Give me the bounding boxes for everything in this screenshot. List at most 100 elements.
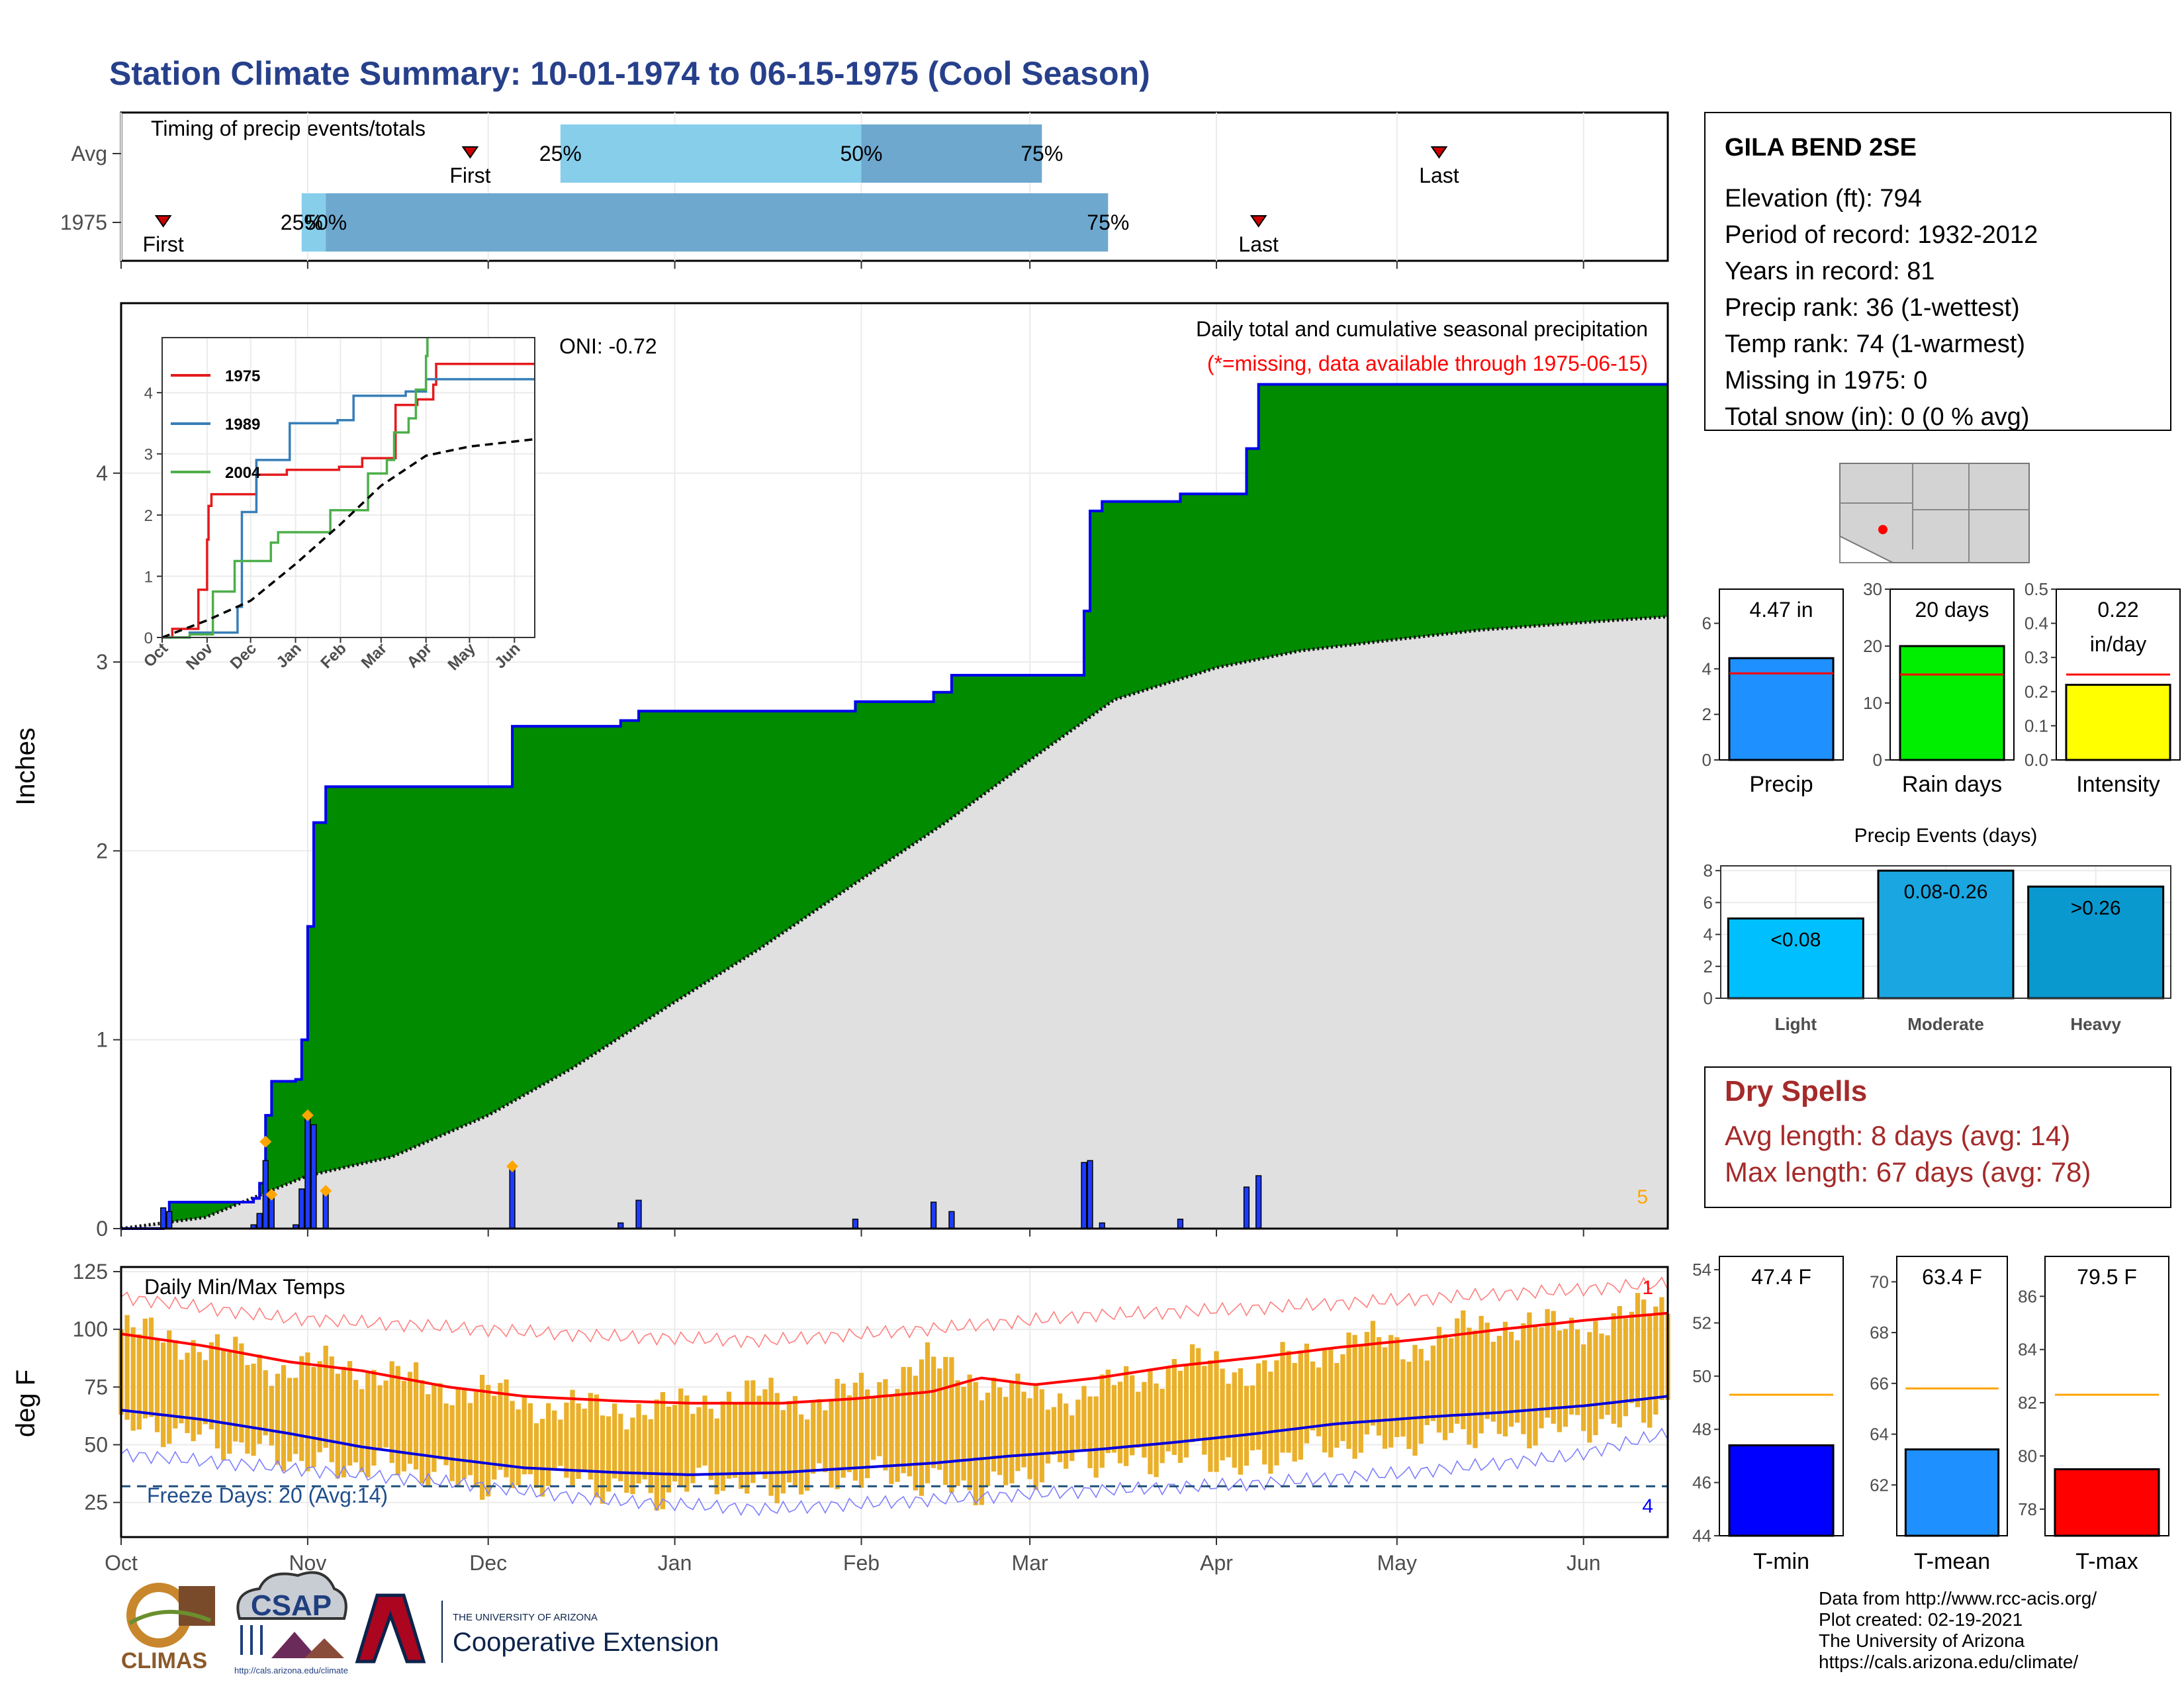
daily-temp-bar	[353, 1380, 359, 1463]
daily-temp-bar	[1557, 1330, 1562, 1432]
timing-50-75-bar	[861, 124, 1042, 183]
daily-temp-bar	[943, 1356, 948, 1485]
month-x-tick: Apr	[1200, 1551, 1233, 1575]
precip-y-tick: 0	[96, 1217, 108, 1241]
summary-y-tick: 30	[1863, 579, 1882, 599]
daily-temp-bar	[1364, 1332, 1369, 1434]
daily-temp-bar	[666, 1406, 672, 1493]
daily-temp-bar	[1502, 1321, 1508, 1436]
daily-temp-bar	[1310, 1361, 1316, 1430]
daily-temp-bar	[1515, 1340, 1520, 1423]
event-bar	[2027, 885, 2165, 1000]
timing-p25-label: 25%	[539, 142, 582, 165]
daily-temp-bar	[846, 1395, 852, 1472]
month-x-tick: Nov	[289, 1551, 326, 1575]
daily-temp-bar	[985, 1392, 991, 1486]
daily-temp-bar	[991, 1377, 997, 1472]
dry-spells-title: Dry Spells	[1725, 1075, 1867, 1107]
daily-temp-bar	[167, 1330, 172, 1444]
summary-y-tick: 70	[1870, 1272, 1889, 1291]
daily-temp-bar	[1262, 1360, 1267, 1465]
csap-url: http://cals.arizona.edu/climate	[234, 1665, 348, 1675]
summary-y-tick: 48	[1692, 1419, 1711, 1439]
daily-temp-bar	[263, 1370, 268, 1436]
daily-temp-bar	[341, 1366, 347, 1477]
summary-y-tick: 6	[1702, 614, 1711, 633]
precip-flag-point	[320, 1184, 332, 1197]
summary-bar-panel: 44 46 48 50 52 54 47.4 F T-min	[1692, 1256, 1844, 1574]
daily-precip-bar	[310, 1124, 317, 1229]
station-info-line: Period of record: 1932-2012	[1725, 221, 2038, 249]
daily-precip-bar	[160, 1207, 167, 1229]
daily-temp-bar	[979, 1400, 984, 1505]
daily-temp-bar	[161, 1342, 166, 1448]
daily-temp-bar	[317, 1361, 322, 1452]
dry-spells-box: Dry Spells Avg length: 8 days (avg: 14) …	[1704, 1066, 2171, 1208]
month-x-tick: Mar	[1012, 1551, 1048, 1575]
daily-temp-bar	[997, 1387, 1003, 1476]
event-bar-label: >0.26	[2071, 897, 2121, 919]
daily-temp-bar	[624, 1429, 629, 1493]
daily-temp-bar	[1226, 1383, 1231, 1458]
daily-temp-bar	[1388, 1335, 1394, 1448]
daily-temp-bar	[745, 1380, 750, 1494]
daily-temp-bar	[852, 1382, 858, 1481]
average-max-line	[120, 1311, 1668, 1405]
summary-y-tick: 52	[1692, 1313, 1711, 1333]
timing-marker-icon	[154, 215, 172, 228]
daily-temp-bar	[949, 1357, 954, 1493]
daily-temp-bar	[672, 1405, 678, 1481]
oni-value: ONI: -0.72	[559, 334, 657, 358]
summary-y-tick: 86	[2018, 1286, 2037, 1306]
daily-temp-bar	[901, 1367, 906, 1474]
daily-temp-bar	[486, 1385, 491, 1497]
timing-p50-label: 50%	[304, 211, 347, 234]
inset-y-tick: 1	[144, 569, 153, 586]
daily-temp-bar	[612, 1403, 617, 1479]
daily-temp-bar	[792, 1396, 798, 1485]
timing-marker-label: First	[143, 232, 184, 256]
daily-temp-bar	[925, 1342, 931, 1483]
summary-y-tick: 10	[1863, 693, 1882, 713]
inset-series-line	[162, 378, 535, 639]
daily-temp-bar	[702, 1395, 707, 1466]
daily-temp-bar	[185, 1352, 190, 1433]
daily-temp-bar	[1027, 1398, 1032, 1479]
daily-temp-bar	[269, 1385, 274, 1446]
daily-temp-bar	[805, 1419, 810, 1491]
daily-temp-bar	[973, 1382, 978, 1505]
daily-temp-bar	[1442, 1334, 1448, 1440]
daily-temp-bar	[1165, 1368, 1171, 1452]
daily-temp-bar	[1238, 1368, 1244, 1475]
summary-y-tick: 68	[1870, 1323, 1889, 1342]
daily-temp-bar	[191, 1340, 196, 1442]
daily-temp-bar	[1455, 1318, 1460, 1424]
daily-precip-bar	[948, 1211, 955, 1229]
ua-logo: THE UNIVERSITY OF ARIZONA Cooperative Ex…	[355, 1593, 719, 1664]
daily-temp-bar	[492, 1395, 497, 1480]
timing-marker-icon	[461, 146, 479, 159]
record-max-line	[120, 1276, 1668, 1348]
daily-temp-bar	[1304, 1343, 1310, 1444]
daily-temp-bar	[395, 1366, 400, 1476]
daily-precip-bar	[166, 1211, 173, 1229]
daily-temp-bar	[1316, 1367, 1322, 1436]
inset-y-tick: 2	[144, 507, 153, 525]
daily-temp-bar	[841, 1383, 846, 1478]
summary-value-bar	[2065, 683, 2171, 761]
summary-y-tick: 62	[1870, 1475, 1889, 1495]
daily-temp-bar	[1479, 1315, 1484, 1434]
daily-precip-bar	[298, 1188, 305, 1229]
daily-temp-bar	[1051, 1407, 1057, 1455]
timing-25-50-bar	[301, 193, 326, 252]
climas-logo: CLIMAS	[121, 1583, 215, 1673]
precip-flag-point	[265, 1188, 278, 1201]
inset-legend-label: 1989	[225, 416, 260, 434]
daily-temp-bar	[124, 1315, 130, 1420]
event-category-label: Heavy	[2070, 1014, 2121, 1034]
daily-temp-bar	[179, 1360, 184, 1424]
precip-y-tick: 4	[96, 461, 108, 485]
daily-temp-bar	[871, 1398, 876, 1460]
daily-temp-bar	[1130, 1375, 1135, 1456]
station-info-line: Years in record: 81	[1725, 258, 1935, 285]
